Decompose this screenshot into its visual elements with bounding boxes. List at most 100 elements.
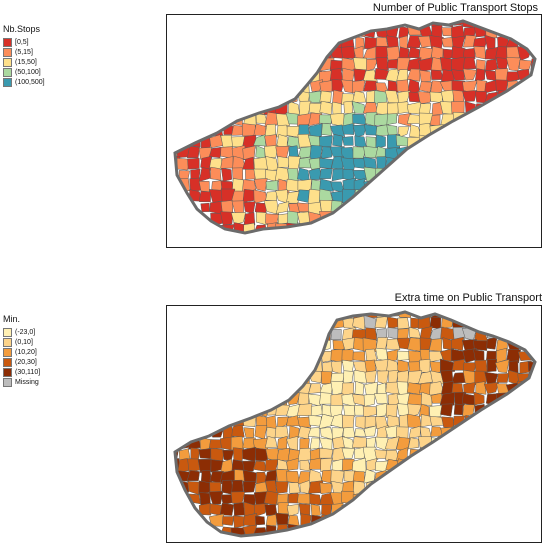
district-polygon — [486, 350, 497, 361]
legend-label: (0,10] — [15, 338, 33, 346]
district-polygon — [310, 503, 321, 517]
district-polygon — [319, 157, 334, 169]
district-polygon — [200, 124, 213, 136]
district-polygon — [222, 449, 235, 462]
legend-swatch — [3, 337, 12, 347]
district-polygon — [355, 416, 366, 430]
district-polygon — [253, 503, 269, 518]
district-polygon — [275, 469, 290, 484]
district-polygon — [374, 316, 389, 329]
district-polygon — [407, 437, 419, 449]
district-polygon — [310, 404, 323, 417]
district-polygon — [342, 136, 354, 146]
choropleth-map-extra-time — [173, 310, 537, 538]
district-polygon — [474, 68, 486, 83]
district-polygon — [352, 170, 367, 181]
district-polygon — [363, 393, 376, 407]
legend-item: (10,20] — [3, 347, 40, 357]
district-polygon — [309, 493, 322, 506]
district-polygon — [364, 416, 377, 428]
map-frame-extra-time — [166, 305, 542, 543]
district-polygon — [506, 71, 522, 83]
district-polygon — [321, 122, 333, 136]
district-polygon — [245, 169, 256, 180]
legend-label: (5,15] — [15, 48, 33, 56]
district-polygon — [286, 504, 299, 517]
district-polygon — [462, 369, 477, 385]
district-polygon — [297, 447, 312, 462]
district-polygon — [220, 156, 234, 169]
district-polygon — [275, 113, 290, 127]
district-polygon — [264, 435, 278, 449]
district-polygon — [319, 168, 333, 179]
district-polygon — [396, 69, 408, 82]
district-polygon — [431, 45, 444, 59]
district-polygon — [319, 100, 333, 116]
district-polygon — [319, 80, 334, 92]
legend-title: Min. — [3, 314, 21, 324]
district-polygon — [265, 191, 278, 202]
district-polygon — [506, 348, 521, 364]
district-polygon — [309, 145, 323, 160]
district-polygon — [474, 359, 488, 373]
district-polygon — [362, 446, 379, 462]
district-polygon — [277, 416, 290, 429]
district-polygon — [341, 123, 355, 135]
district-polygon — [439, 57, 454, 71]
map-title-extra-time: Extra time on Public Transport — [394, 292, 542, 304]
district-polygon — [417, 91, 432, 105]
district-polygon — [242, 123, 256, 137]
district-polygon — [384, 436, 400, 450]
district-polygon — [496, 347, 508, 364]
district-polygon — [486, 358, 497, 373]
district-polygon — [253, 156, 268, 171]
district-polygon — [375, 101, 389, 116]
district-polygon — [332, 134, 344, 147]
district-polygon — [320, 457, 333, 473]
district-polygon — [429, 415, 444, 427]
district-polygon — [340, 157, 356, 171]
district-polygon — [198, 191, 211, 203]
legend-item: (50,100] — [3, 67, 45, 77]
district-polygon — [307, 427, 320, 438]
district-polygon — [220, 200, 234, 214]
district-polygon — [365, 136, 377, 149]
district-polygon — [232, 515, 247, 529]
legend-label: (30,110] — [15, 368, 41, 376]
district-polygon — [463, 56, 477, 70]
district-polygon — [230, 491, 246, 504]
district-polygon — [352, 436, 367, 449]
district-polygon — [297, 416, 312, 428]
district-polygon — [242, 481, 256, 493]
district-polygon — [319, 482, 333, 495]
district-polygon — [243, 212, 256, 226]
legend-swatch — [3, 367, 12, 377]
district-polygon — [208, 490, 224, 505]
district-polygon — [473, 340, 488, 351]
district-polygon — [397, 90, 411, 105]
district-polygon — [407, 337, 422, 352]
legend-label: (100,500] — [15, 78, 45, 86]
district-polygon — [475, 381, 487, 395]
district-polygon — [363, 425, 377, 437]
district-polygon — [431, 24, 443, 38]
district-polygon — [364, 370, 377, 383]
district-polygon — [264, 504, 278, 516]
district-polygon — [429, 91, 443, 103]
choropleth-map-stops — [173, 19, 537, 235]
district-polygon — [386, 338, 401, 351]
district-polygon — [320, 427, 334, 441]
district-polygon — [376, 402, 389, 418]
district-polygon — [374, 449, 388, 459]
district-polygon — [288, 425, 300, 439]
legend-label: (20,30] — [15, 358, 37, 366]
district-polygon — [298, 156, 312, 169]
legend-title: Nb.Stops — [3, 24, 41, 34]
legend-swatch — [3, 347, 12, 357]
district-polygon — [352, 80, 366, 94]
legend-swatch — [3, 327, 12, 337]
district-polygon — [352, 57, 368, 71]
legend-item: (20,30] — [3, 357, 40, 367]
district-polygon — [387, 102, 400, 117]
district-polygon — [473, 391, 485, 406]
